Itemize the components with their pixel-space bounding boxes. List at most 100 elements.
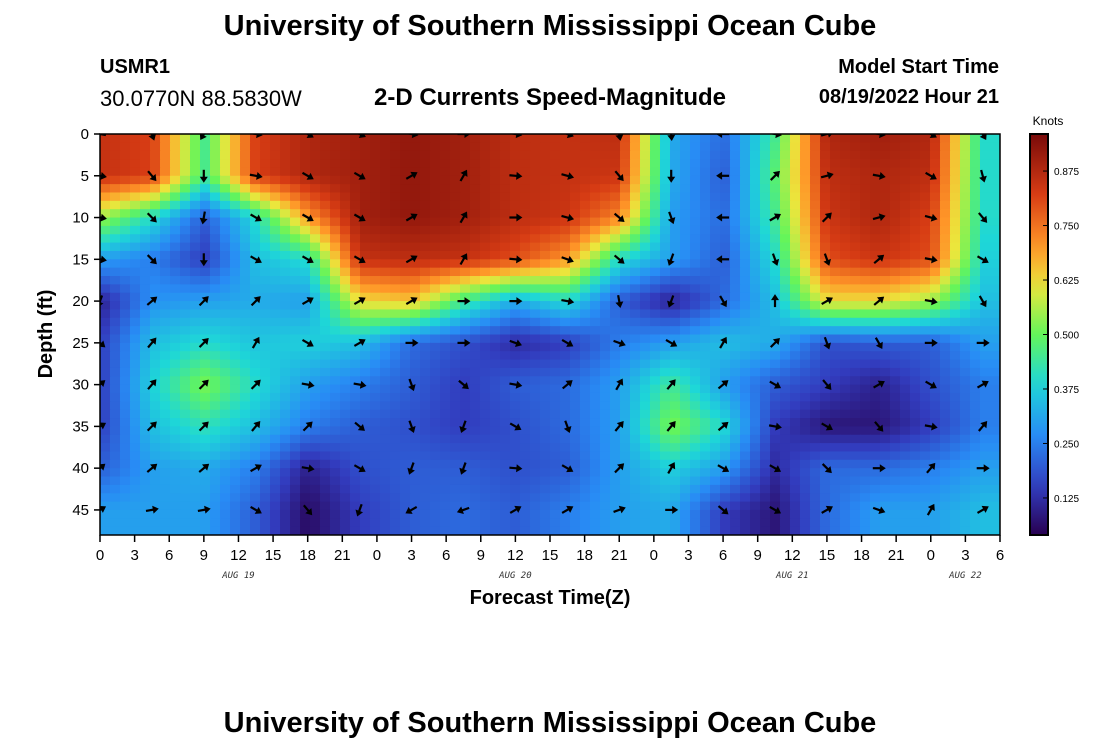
heatmap-cell — [780, 326, 791, 336]
heatmap-cell — [600, 209, 611, 219]
heatmap-cell — [830, 217, 841, 227]
heatmap-cell — [380, 276, 391, 285]
heatmap-cell — [470, 184, 481, 194]
heatmap-cell — [490, 359, 501, 369]
heatmap-cell — [650, 476, 661, 486]
heatmap-cell — [520, 175, 531, 185]
heatmap-cell — [590, 292, 601, 302]
heatmap-cell — [540, 292, 551, 302]
heatmap-cell — [920, 192, 931, 202]
heatmap-cell — [270, 468, 281, 478]
heatmap-cell — [830, 334, 841, 344]
heatmap-cell — [390, 367, 401, 377]
heatmap-cell — [320, 468, 331, 478]
heatmap-cell — [520, 376, 531, 386]
heatmap-cell — [420, 234, 431, 244]
heatmap-cell — [210, 493, 221, 503]
heatmap-cell — [760, 359, 771, 369]
heatmap-cell — [520, 468, 531, 478]
heatmap-cell — [240, 326, 251, 336]
heatmap-cell — [180, 150, 191, 160]
heatmap-cell — [670, 142, 681, 152]
heatmap-cell — [110, 175, 121, 185]
heatmap-cell — [370, 376, 381, 386]
heatmap-cell — [280, 284, 291, 294]
heatmap-cell — [910, 209, 921, 219]
heatmap-cell — [730, 451, 741, 461]
heatmap-cell — [700, 267, 711, 277]
heatmap-cell — [320, 200, 331, 210]
heatmap-cell — [340, 267, 351, 277]
arrow-head — [305, 508, 313, 516]
heatmap-cell — [400, 292, 411, 302]
heatmap-cell — [230, 150, 241, 160]
heatmap-cell — [710, 334, 721, 344]
heatmap-cell — [490, 267, 501, 277]
heatmap-cell — [250, 292, 261, 302]
heatmap-cell — [110, 351, 121, 361]
heatmap-cell — [160, 276, 171, 285]
heatmap-cell — [550, 426, 561, 436]
heatmap-cell — [410, 409, 421, 419]
heatmap-cell — [190, 384, 201, 394]
heatmap-cell — [670, 284, 681, 294]
heatmap-cell — [230, 418, 241, 427]
heatmap-cell — [160, 509, 171, 519]
heatmap-cell — [790, 334, 801, 344]
heatmap-cell — [500, 209, 511, 219]
heatmap-cell — [660, 292, 671, 302]
heatmap-cell — [810, 317, 821, 327]
heatmap-cell — [980, 150, 991, 160]
heatmap-cell — [420, 134, 431, 143]
heatmap-cell — [530, 376, 541, 386]
heatmap-cell — [520, 426, 531, 436]
heatmap-cell — [930, 376, 941, 386]
heatmap-cell — [120, 526, 131, 535]
heatmap-cell — [640, 142, 651, 152]
heatmap-cell — [880, 451, 891, 461]
heatmap-cell — [440, 367, 451, 377]
heatmap-cell — [600, 342, 611, 352]
heatmap-cell — [290, 434, 301, 444]
current-arrow — [665, 505, 679, 514]
heatmap-cell — [160, 426, 171, 436]
heatmap-cell — [250, 367, 261, 377]
heatmap-cell — [500, 434, 511, 444]
heatmap-cell — [660, 167, 671, 177]
heatmap-cell — [890, 250, 901, 260]
heatmap-cell — [630, 175, 641, 185]
heatmap-cell — [720, 317, 731, 327]
heatmap-cell — [860, 234, 871, 244]
heatmap-cell — [820, 509, 831, 519]
heatmap-cell — [790, 150, 801, 160]
heatmap-cell — [130, 276, 141, 285]
heatmap-cell — [650, 159, 661, 169]
heatmap-cell — [250, 434, 261, 444]
heatmap-cell — [790, 459, 801, 469]
heatmap-cell — [930, 234, 941, 244]
heatmap-cell — [210, 142, 221, 152]
heatmap-cell — [780, 250, 791, 260]
heatmap-cell — [830, 175, 841, 185]
heatmap-cell — [880, 484, 891, 494]
heatmap-cell — [700, 426, 711, 436]
heatmap-cell — [220, 426, 231, 436]
arrow-head — [254, 214, 262, 222]
heatmap-cell — [350, 167, 361, 177]
heatmap-cell — [780, 234, 791, 244]
heatmap-cell — [640, 342, 651, 352]
heatmap-cell — [970, 392, 981, 402]
heatmap-cell — [650, 434, 661, 444]
heatmap-cell — [300, 443, 311, 453]
heatmap-cell — [930, 225, 941, 235]
heatmap-cell — [530, 518, 541, 528]
x-tick-label: 21 — [611, 547, 628, 564]
heatmap-cell — [190, 276, 201, 285]
heatmap-cell — [540, 443, 551, 453]
heatmap-cell — [260, 418, 271, 427]
heatmap-cell — [240, 451, 251, 461]
heatmap-cell — [790, 217, 801, 227]
heatmap-cell — [160, 301, 171, 311]
heatmap-cell — [560, 526, 571, 535]
